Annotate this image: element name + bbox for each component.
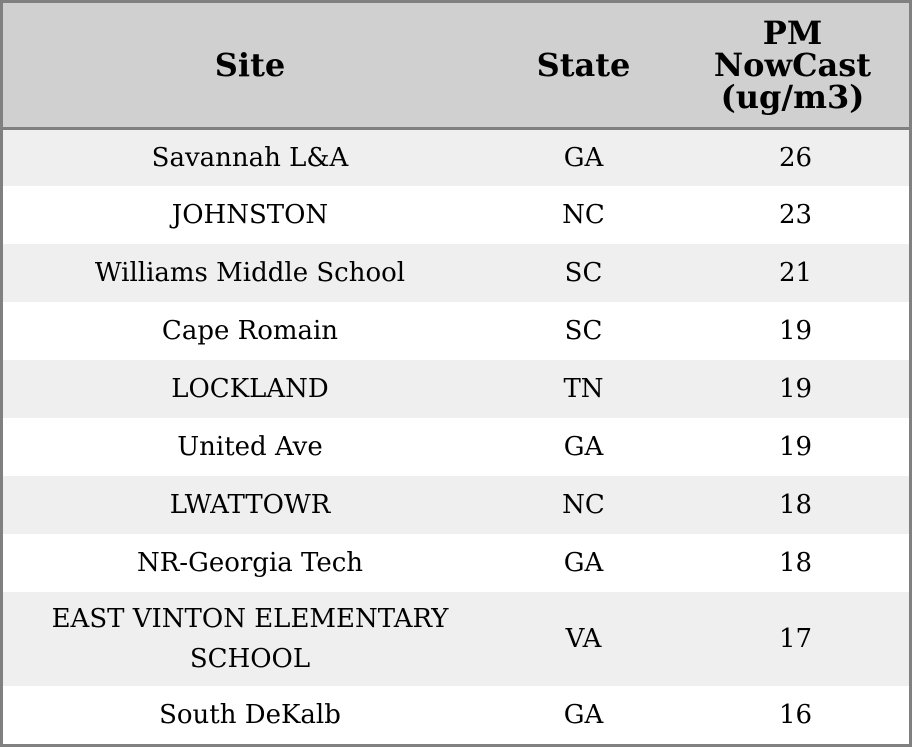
cell-pm-value: 19 (778, 374, 813, 404)
cell-site: United Ave (177, 432, 323, 462)
cell-site: NR-Georgia Tech (136, 548, 364, 578)
header-row: Site State PM NowCast (ug/m3) (3, 3, 909, 130)
column-header-state: State (497, 3, 670, 130)
cell-pm-value: 23 (778, 200, 813, 230)
table-row: EAST VINTON ELEMENTARY SCHOOL VA 17 (3, 592, 909, 686)
cell-pm-value: 17 (778, 624, 813, 654)
column-header-pm-nowcast: PM NowCast (ug/m3) (670, 3, 909, 130)
table-row: LOCKLAND TN 19 (3, 360, 909, 418)
cell-state: NC (562, 490, 605, 520)
cell-state: GA (563, 700, 604, 730)
table-row: NR-Georgia Tech GA 18 (3, 534, 909, 592)
cell-site: Savannah L&A (151, 142, 349, 173)
table-row: Savannah L&A GA 26 (3, 128, 909, 186)
cell-state: SC (564, 316, 603, 346)
cell-site: EAST VINTON ELEMENTARY SCHOOL (51, 604, 449, 674)
table-row: Williams Middle School SC 21 (3, 244, 909, 302)
cell-pm-value: 26 (778, 142, 813, 173)
cell-pm-value: 19 (778, 432, 813, 462)
table-row: United Ave GA 19 (3, 418, 909, 476)
table-row: LWATTOWR NC 18 (3, 476, 909, 534)
cell-state: GA (563, 548, 604, 578)
cell-site: LWATTOWR (169, 490, 331, 520)
cell-state: TN (563, 374, 604, 404)
table-row: JOHNSTON NC 23 (3, 186, 909, 244)
cell-pm-value: 21 (778, 258, 813, 288)
table-row: Cape Romain SC 19 (3, 302, 909, 360)
table-row: South DeKalb GA 16 (3, 686, 909, 744)
cell-state: VA (565, 624, 602, 654)
cell-site: LOCKLAND (171, 374, 329, 404)
cell-pm-value: 18 (778, 548, 813, 578)
cell-state: SC (564, 258, 603, 288)
cell-state: GA (563, 432, 604, 462)
table-body: Savannah L&A GA 26 JOHNSTON NC 23 Willia… (3, 128, 909, 744)
cell-site: Cape Romain (161, 316, 339, 346)
column-header-site: Site (3, 3, 497, 130)
cell-state: NC (562, 200, 605, 230)
cell-site: South DeKalb (159, 700, 341, 730)
cell-pm-value: 19 (778, 316, 813, 346)
cell-site: Williams Middle School (94, 258, 406, 288)
cell-site: JOHNSTON (171, 200, 329, 230)
cell-state: GA (563, 142, 604, 173)
pm-nowcast-table: Site State PM NowCast (ug/m3) Savannah L… (3, 3, 909, 744)
cell-pm-value: 16 (778, 700, 813, 730)
cell-pm-value: 18 (778, 490, 813, 520)
table-header: Site State PM NowCast (ug/m3) (3, 3, 909, 130)
